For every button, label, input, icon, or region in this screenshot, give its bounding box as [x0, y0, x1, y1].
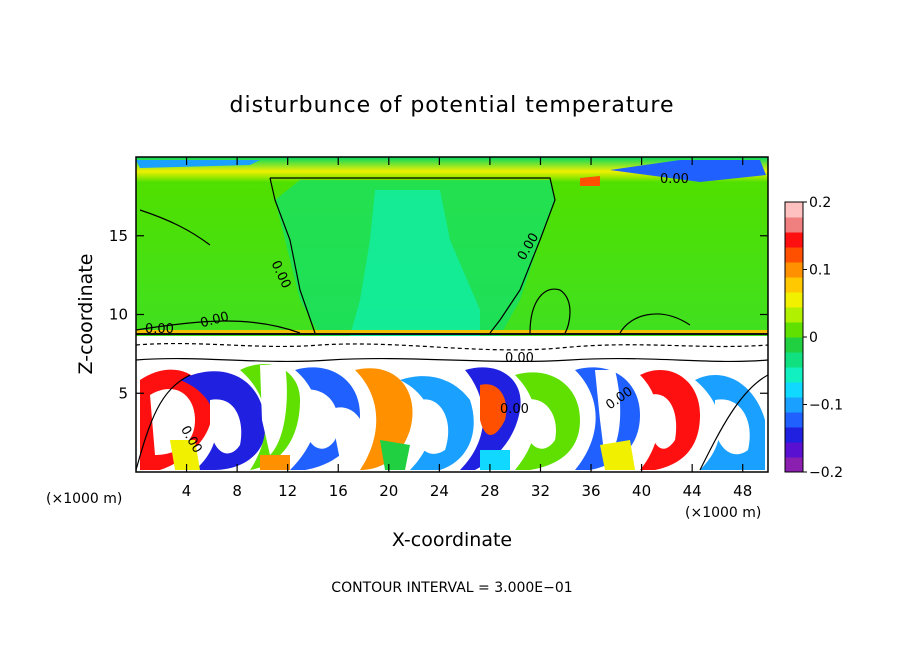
y-axis-title: Z-coordinate	[75, 254, 97, 375]
colorbar-swatch	[785, 232, 803, 248]
tropopause-band	[136, 330, 768, 335]
turbulent-field	[140, 364, 765, 470]
top-streak-blue	[136, 160, 260, 168]
contour-lines	[136, 177, 768, 471]
colorbar-swatch	[785, 412, 803, 428]
contour-label: 0.00	[199, 309, 231, 331]
contour-interval-note: CONTOUR INTERVAL = 3.000E−01	[331, 580, 572, 596]
top-streak-right	[610, 160, 766, 182]
colorbar-swatch	[785, 367, 803, 383]
x-tick-label: 4	[182, 482, 192, 500]
colorbar-tick-label: 0.2	[809, 195, 831, 211]
contour-label: 0.00	[505, 351, 534, 366]
colorbar-swatch	[785, 292, 803, 308]
chart-title: disturbunce of potential temperature	[230, 93, 675, 118]
x-tick-label: 12	[278, 482, 297, 500]
x-tick-label: 16	[329, 482, 348, 500]
colorbar-swatch	[785, 217, 803, 233]
contour-label: 0.00	[660, 172, 689, 187]
plot-area: 0.00 0.00 0.00 0.00 0.00 0.00 0.00 0.00 …	[136, 157, 768, 472]
colorbar-tick-label: −0.2	[809, 465, 843, 481]
y-tick-label: 10	[109, 306, 128, 324]
x-axis-title: X-coordinate	[392, 529, 512, 551]
colorbar-swatch	[785, 427, 803, 443]
x-tick-label: 20	[379, 482, 398, 500]
x-tick-label: 48	[733, 482, 752, 500]
colorbar	[785, 202, 803, 473]
tropopause-dark	[136, 333, 768, 335]
contour-label: 0.00	[500, 402, 529, 417]
top-streak-red	[580, 176, 600, 186]
x-tick-label: 44	[683, 482, 702, 500]
y-tick-label: 5	[118, 384, 128, 402]
colorbar-swatch	[785, 457, 803, 473]
colorbar-swatch	[785, 397, 803, 413]
colorbar-tick-label: 0.1	[809, 263, 831, 279]
x-unit-label: (×1000 m)	[685, 505, 761, 521]
x-tick-label: 36	[581, 482, 600, 500]
colorbar-swatch	[785, 382, 803, 398]
colorbar-swatch	[785, 442, 803, 458]
inner-plume	[350, 190, 480, 336]
colorbar-swatch	[785, 277, 803, 293]
x-tick-label: 8	[232, 482, 242, 500]
x-tick-label: 24	[430, 482, 449, 500]
x-tick-label: 40	[632, 482, 651, 500]
colorbar-ticks: 0.2 0.1 0 −0.1 −0.2	[803, 195, 843, 481]
y-tick-label: 15	[109, 227, 128, 245]
contour-label: 0.00	[145, 322, 174, 337]
colorbar-swatch	[785, 202, 803, 218]
colorbar-swatch	[785, 352, 803, 368]
colorbar-swatch	[785, 337, 803, 353]
colorbar-swatch	[785, 262, 803, 278]
x-axis-ticks: 4 8 12 16 20 24 28 32 36 40 44 48	[182, 157, 752, 500]
colorbar-swatch	[785, 247, 803, 263]
colorbar-tick-label: −0.1	[809, 398, 843, 414]
colorbar-tick-label: 0	[809, 330, 818, 346]
colorbar-swatch	[785, 307, 803, 323]
colorbar-swatch	[785, 322, 803, 338]
y-axis-ticks: 5 10 15	[109, 227, 768, 402]
z-unit-label: (×1000 m)	[46, 491, 122, 507]
x-tick-label: 32	[531, 482, 550, 500]
x-tick-label: 28	[480, 482, 499, 500]
